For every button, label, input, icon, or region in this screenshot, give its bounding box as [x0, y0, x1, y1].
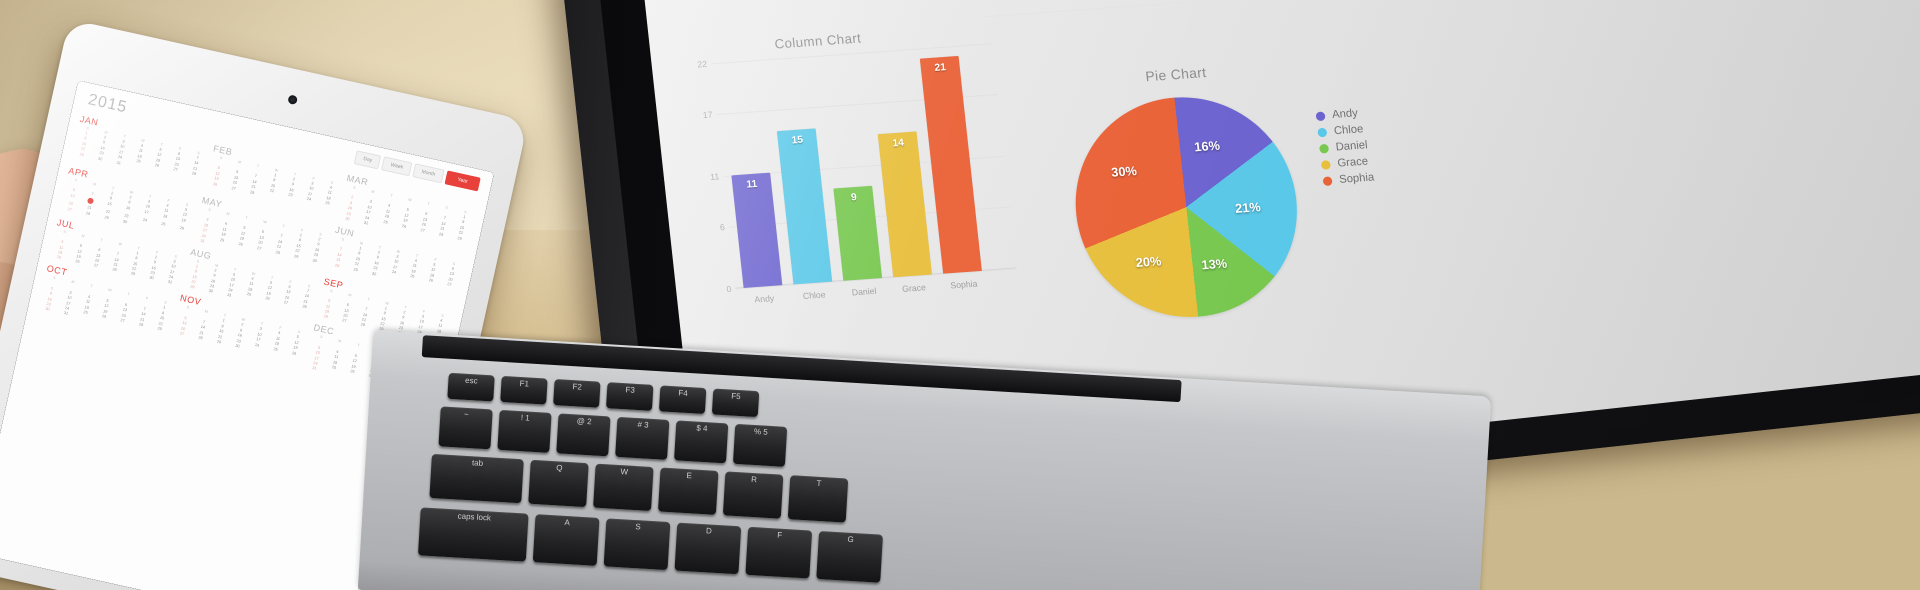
- y-axis-tick-label: 6: [719, 222, 726, 233]
- keyboard-key[interactable]: F3: [606, 382, 654, 411]
- legend-label: Chloe: [1333, 122, 1364, 138]
- column-chart-plot: 0 6 11 17 22 11 Andy 15 Chloe 9 Daniel 14 Grace 21 So…: [697, 43, 1017, 305]
- pie-slice-value-label: 20%: [1135, 254, 1163, 271]
- keyboard-key[interactable]: T: [787, 475, 849, 523]
- legend-item[interactable]: Grace: [1320, 155, 1373, 171]
- x-axis-category-label: Sophia: [949, 278, 978, 291]
- column-chart-bars[interactable]: 11 Andy 15 Chloe 9 Daniel 14 Grace 21 Sophia: [719, 43, 1016, 305]
- keyboard-key[interactable]: E: [657, 467, 719, 515]
- x-axis-category-label: Grace: [901, 282, 927, 294]
- y-axis-tick-label: 22: [696, 58, 708, 70]
- y-axis-tick-label: 11: [709, 171, 720, 182]
- column-chart[interactable]: Column Chart 0 6 11 17 22 11 Andy 15 Chloe 9 Dani…: [677, 25, 1046, 353]
- keyboard-key[interactable]: F5: [711, 388, 760, 418]
- bar-value-label: 15: [791, 134, 804, 147]
- legend-label: Sophia: [1338, 171, 1375, 186]
- bar-value-label: 9: [850, 192, 858, 204]
- keyboard-key[interactable]: G: [816, 530, 883, 583]
- pie-slice-value-label: 16%: [1193, 138, 1221, 155]
- column-chart-title: Column Chart: [773, 30, 862, 52]
- keyboard-key[interactable]: esc: [447, 372, 495, 402]
- keyboard-key[interactable]: W: [593, 463, 654, 511]
- pie-chart-title: Pie Chart: [1144, 64, 1208, 85]
- chart-bar[interactable]: 9 Daniel: [833, 185, 883, 298]
- legend-item[interactable]: Chloe: [1317, 123, 1369, 139]
- x-axis-category-label: Daniel: [851, 285, 877, 298]
- keyboard-key[interactable]: A: [532, 514, 600, 566]
- y-axis-tick-label: 0: [726, 283, 732, 295]
- legend-color-swatch: [1322, 175, 1333, 186]
- legend-color-swatch: [1315, 110, 1326, 121]
- chart-bar[interactable]: 21 Sophia: [919, 55, 982, 290]
- x-axis-category-label: Andy: [753, 292, 775, 305]
- legend-label: Andy: [1331, 107, 1359, 122]
- laptop-base-edge: [357, 559, 1478, 590]
- keyboard-key[interactable]: % 5: [732, 423, 788, 467]
- keyboard-key[interactable]: @ 2: [556, 413, 611, 457]
- legend-color-swatch: [1317, 127, 1328, 137]
- chart-bar[interactable]: 14 Grace: [877, 131, 932, 294]
- pie-chart-legend[interactable]: Andy Chloe Daniel Grace Sophia: [1315, 106, 1375, 191]
- table-row[interactable]: 21: [981, 0, 1556, 18]
- pie-slice-value-label: 21%: [1234, 199, 1262, 216]
- x-axis-category-label: Chloe: [802, 289, 827, 302]
- legend-item[interactable]: Daniel: [1318, 139, 1371, 155]
- keyboard-key[interactable]: ! 1: [497, 409, 552, 453]
- bar-value-label: 21: [934, 62, 947, 75]
- table-cell-name: [981, 0, 1260, 17]
- keyboard-key[interactable]: R: [722, 471, 784, 519]
- keyboard-key[interactable]: caps lock: [417, 507, 529, 562]
- pie-slice-value-label: 13%: [1200, 256, 1228, 273]
- pie-slice-value-label: 30%: [1110, 163, 1138, 180]
- bar-value-label: 11: [745, 178, 758, 191]
- keyboard-key[interactable]: S: [603, 518, 671, 571]
- pie-chart-disc[interactable]: [1064, 89, 1309, 325]
- pie-chart[interactable]: Pie Chart 16% 21% 13% 20% 30% Andy Chloe Danie…: [1044, 60, 1413, 388]
- keyboard-key[interactable]: D: [674, 522, 742, 575]
- legend-color-swatch: [1320, 159, 1331, 170]
- bar-value-label: 14: [891, 137, 905, 150]
- keyboard-key[interactable]: ~: [438, 406, 493, 450]
- keyboard-key[interactable]: F1: [500, 375, 548, 405]
- keyboard-key[interactable]: Q: [528, 459, 589, 508]
- legend-item[interactable]: Andy: [1315, 106, 1367, 122]
- keyboard-key[interactable]: F: [745, 526, 813, 579]
- data-table[interactable]: NAME UNITS SOLD Chloe11Daniel15Grace9Sop…: [966, 0, 1556, 18]
- legend-label: Daniel: [1335, 139, 1369, 154]
- keyboard-key[interactable]: # 3: [615, 416, 670, 460]
- legend-item[interactable]: Sophia: [1322, 171, 1375, 187]
- chart-bar[interactable]: 11 Andy: [731, 172, 783, 305]
- table-body: Chloe11Daniel15Grace9Sophia1421: [970, 0, 1556, 18]
- keyboard-key[interactable]: tab: [429, 453, 524, 504]
- chart-bar[interactable]: 15 Chloe: [776, 128, 833, 301]
- keyboard-key[interactable]: $ 4: [674, 420, 729, 464]
- pie-chart-labels: 16% 21% 13% 20% 30%: [1044, 60, 1380, 273]
- legend-color-swatch: [1318, 143, 1330, 154]
- legend-label: Grace: [1336, 155, 1369, 170]
- y-axis-tick-label: 17: [702, 109, 714, 121]
- keyboard-key[interactable]: F4: [658, 385, 707, 415]
- keyboard-key[interactable]: F2: [553, 379, 601, 408]
